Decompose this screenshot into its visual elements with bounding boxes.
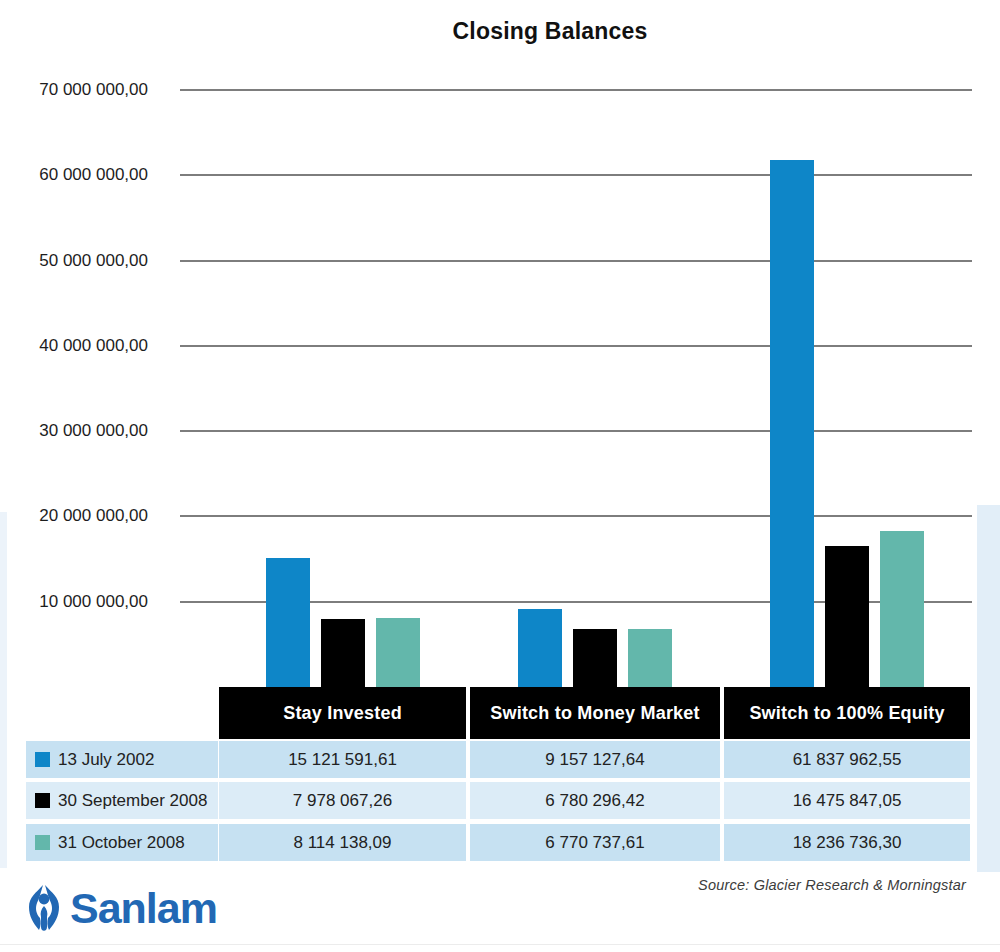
legend-label: 30 September 2008 (58, 791, 207, 811)
value-cell: 9 157 127,64 (470, 741, 720, 778)
value-cell: 15 121 591,61 (219, 741, 466, 778)
y-axis-tick-label: 10 000 000,00 (0, 591, 148, 613)
value-cell: 8 114 138,09 (219, 824, 466, 861)
legend-swatch (35, 793, 50, 808)
bar (321, 619, 365, 687)
bar (880, 531, 924, 687)
bar (376, 618, 420, 687)
value-cell: 7 978 067,26 (219, 782, 466, 819)
left-edge-strip (0, 512, 7, 868)
y-axis-tick-label: 20 000 000,00 (0, 505, 148, 527)
table-header-cell: Switch to 100% Equity (724, 687, 970, 739)
bottom-divider (0, 944, 1000, 945)
value-cell: 6 780 296,42 (470, 782, 720, 819)
legend-cell: 13 July 2002 (26, 741, 218, 778)
value-cell: 18 236 736,30 (724, 824, 970, 861)
value-cell: 6 770 737,61 (470, 824, 720, 861)
y-axis-tick-label: 30 000 000,00 (0, 420, 148, 442)
y-axis-tick-label: 50 000 000,00 (0, 250, 148, 272)
legend-label: 31 October 2008 (58, 833, 185, 853)
right-edge-strip (977, 505, 1000, 872)
bar (573, 629, 617, 687)
bar (628, 629, 672, 687)
gridline (180, 89, 972, 91)
bar (266, 558, 310, 687)
sanlam-wordmark: Sanlam (70, 887, 217, 930)
table-header-cell: Switch to Money Market (470, 687, 720, 739)
legend-cell: 30 September 2008 (26, 782, 218, 819)
legend-cell: 31 October 2008 (26, 824, 218, 861)
gridline (180, 174, 972, 176)
legend-swatch (35, 752, 50, 767)
sanlam-logo-icon (26, 884, 62, 932)
bar (825, 546, 869, 687)
table-header-cell: Stay Invested (219, 687, 466, 739)
gridline (180, 430, 972, 432)
y-axis-tick-label: 70 000 000,00 (0, 79, 148, 101)
chart-title: Closing Balances (100, 18, 1000, 45)
gridline (180, 260, 972, 262)
legend-label: 13 July 2002 (58, 750, 154, 770)
gridline (180, 345, 972, 347)
bar (518, 609, 562, 687)
value-cell: 16 475 847,05 (724, 782, 970, 819)
sanlam-logo: Sanlam (26, 884, 217, 932)
y-axis-tick-label: 60 000 000,00 (0, 164, 148, 186)
bar (770, 160, 814, 687)
source-note: Source: Glacier Research & Morningstar (698, 877, 966, 893)
report-page: Closing Balances 70 000 000,00 60 000 000… (0, 0, 1000, 952)
value-cell: 61 837 962,55 (724, 741, 970, 778)
gridline (180, 515, 972, 517)
legend-swatch (35, 835, 50, 850)
y-axis-tick-label: 40 000 000,00 (0, 335, 148, 357)
